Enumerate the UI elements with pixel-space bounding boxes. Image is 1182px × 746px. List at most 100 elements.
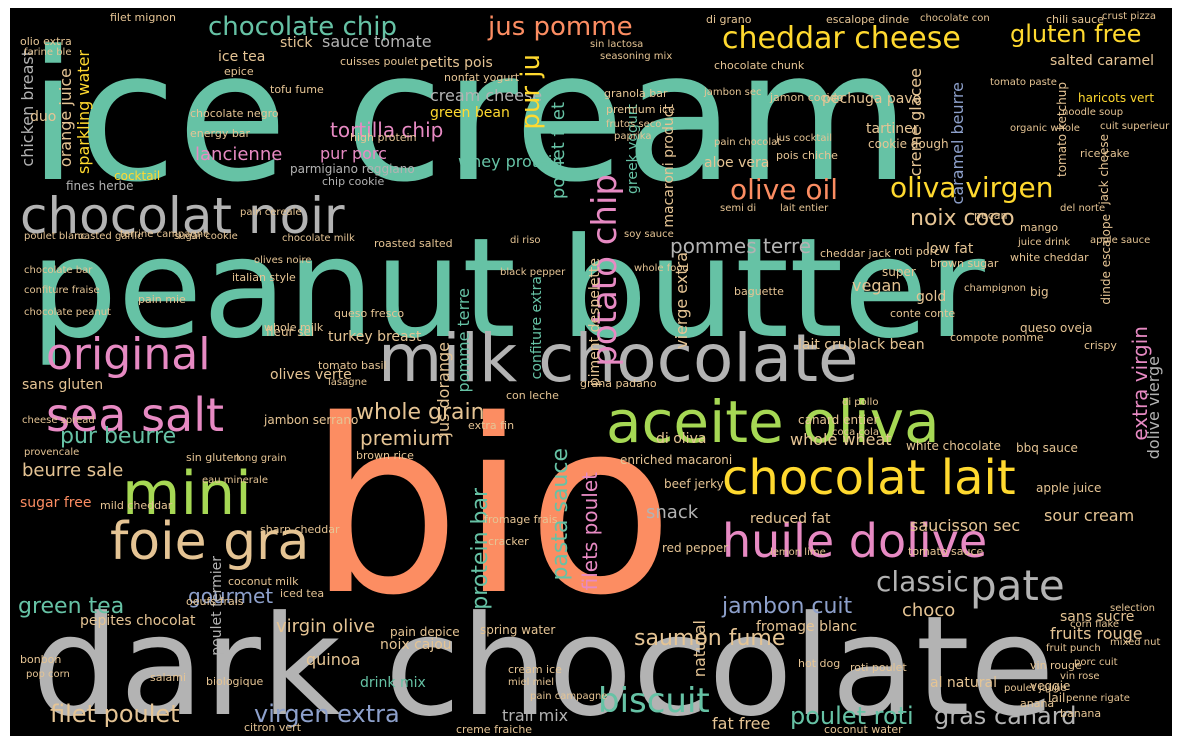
word: protein bar (468, 488, 493, 610)
word: sugar cookie (174, 231, 238, 242)
word: champignon (964, 283, 1026, 294)
word: cuisses poulet (340, 55, 419, 68)
word: peanut butter (30, 208, 985, 369)
word: pois chiche (776, 149, 838, 162)
word: cracker (488, 535, 529, 548)
word: nonfat yogurt (444, 71, 520, 84)
word: vin rose (1060, 671, 1100, 682)
word: vegan (852, 276, 902, 295)
word: cream cheese (430, 86, 543, 105)
word: snack (646, 502, 699, 523)
word: rice cake (1080, 147, 1130, 160)
word: poulet blanc (24, 231, 86, 242)
word: white chocolate (906, 439, 1001, 453)
word: compote pomme (950, 331, 1044, 344)
word: farine ble (24, 47, 72, 58)
word: high protein (350, 131, 417, 144)
word: huile dolive (722, 514, 988, 568)
word: granola bar (604, 87, 668, 100)
word: sauce tomate (322, 32, 432, 51)
word: enriched macaroni (620, 453, 733, 467)
word: black bean (848, 337, 925, 353)
word: cookie dough (868, 137, 949, 151)
word: natural (690, 620, 709, 678)
word: dolive vierge (1144, 356, 1163, 460)
word: cheese spread (22, 415, 95, 426)
word: tomato sauce (908, 545, 984, 558)
word: creme fraiche (456, 723, 533, 736)
word: mixed nut (1110, 637, 1161, 648)
word: sans gluten (22, 377, 104, 393)
word: fines herbe (66, 179, 134, 193)
word: virgen extra (254, 700, 400, 728)
word: conte conte (890, 307, 956, 320)
word: chocolat lait (722, 450, 1016, 506)
word: pommes terre (670, 234, 812, 258)
word: apple juice (1036, 481, 1102, 495)
word: whole wheat (790, 430, 892, 449)
word: noix coco (910, 206, 1015, 231)
word: saucisson sec (910, 516, 1021, 535)
word: jus dorange (434, 342, 453, 437)
word: lasagne (328, 377, 368, 388)
word: gold (916, 289, 947, 305)
word: tomato basil (318, 359, 387, 372)
word: pepites chocolat (80, 613, 196, 629)
word: red pepper (662, 541, 729, 555)
word: tomato paste (990, 77, 1057, 88)
word: olives verte (270, 367, 352, 383)
word: coconut milk (228, 575, 299, 588)
word: crust pizza (1102, 11, 1157, 22)
word: jack cheese (1097, 134, 1111, 205)
word: tofu fume (270, 83, 324, 96)
word: sugar free (20, 495, 92, 511)
word: fromage frais (484, 513, 558, 526)
word: fromage blanc (756, 619, 858, 635)
word: hot dog (798, 657, 841, 670)
word: drink mix (360, 675, 426, 691)
word: eau minerale (202, 475, 268, 486)
word-cloud-canvas: ice cream peanut butter dark chocolate b… (10, 8, 1172, 736)
word: beef jerky (664, 477, 724, 491)
word: piment despelette (587, 258, 603, 387)
word: al natural (930, 675, 997, 691)
word: ice cream (28, 13, 911, 222)
word: vin rouge (1030, 659, 1082, 672)
word: juice drink (1018, 237, 1071, 248)
word: premium ice (606, 103, 675, 116)
word: paprika (614, 131, 652, 142)
word: sharp cheddar (260, 523, 340, 536)
word: filet poulet (50, 700, 180, 728)
word: energy bar (190, 127, 251, 140)
word: dark chocolate (32, 586, 1055, 736)
word: pain cereale (240, 207, 302, 218)
word: pur ju (516, 54, 546, 130)
word: confiture extra (529, 276, 545, 380)
word: ice tea (218, 49, 266, 65)
word: macaroni product (661, 104, 677, 228)
word: chocolate chunk (714, 59, 805, 72)
word: roasted garlic (74, 231, 143, 242)
word: mini (122, 459, 252, 529)
word: organic whole (1010, 123, 1080, 134)
word: fleur sel (266, 325, 315, 339)
word: gluten free (1010, 20, 1142, 48)
word: pecan (974, 209, 1008, 222)
word: orange juice (56, 68, 75, 168)
word: provencale (24, 447, 80, 458)
word: mild cheddar (100, 499, 173, 512)
word: saumon fume (634, 626, 786, 651)
word: whole milk (264, 321, 324, 334)
word: queso fresco (334, 307, 405, 320)
word: jambon serrano (264, 413, 359, 427)
word: iced tea (280, 587, 325, 600)
word: stick (280, 35, 313, 51)
word: long grain (236, 453, 287, 464)
word: biscuit (598, 681, 710, 721)
word: bbq sauce (1016, 441, 1078, 455)
word: olio extra (20, 35, 72, 48)
word: filets poulet (578, 472, 602, 591)
word: chocolate chip (208, 12, 397, 42)
word: mango (1020, 221, 1059, 234)
word: grana padano (580, 377, 657, 390)
